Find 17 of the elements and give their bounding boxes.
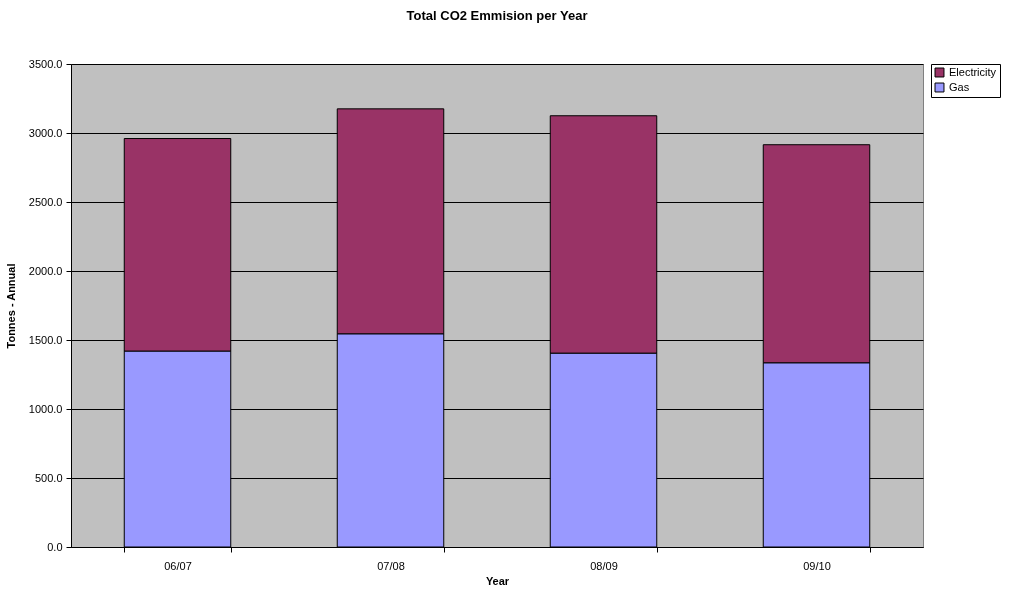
x-tick-label: 08/09	[590, 559, 618, 572]
y-tick-label: 500.0	[34, 471, 63, 484]
y-tick-label: 2500.0	[28, 195, 63, 208]
x-tick-label: 07/08	[377, 559, 405, 572]
y-axis-title: Tonnes - Annual	[4, 263, 17, 349]
y-tick-label: 1000.0	[28, 402, 63, 415]
chart-title: Total CO2 Emmision per Year	[406, 8, 588, 23]
y-tick-label: 3000.0	[28, 126, 63, 139]
x-axis-title: Year	[485, 574, 510, 587]
y-tick-label: 2000.0	[28, 264, 63, 277]
y-tick-label: 3500.0	[28, 57, 63, 70]
y-tick-label: 1500.0	[28, 333, 63, 346]
legend-label: Electricity	[949, 65, 997, 78]
y-tick-label: 0.0	[47, 540, 63, 553]
x-tick-label: 09/10	[803, 559, 831, 572]
legend-label: Gas	[949, 80, 970, 93]
x-tick-label: 06/07	[164, 559, 192, 572]
